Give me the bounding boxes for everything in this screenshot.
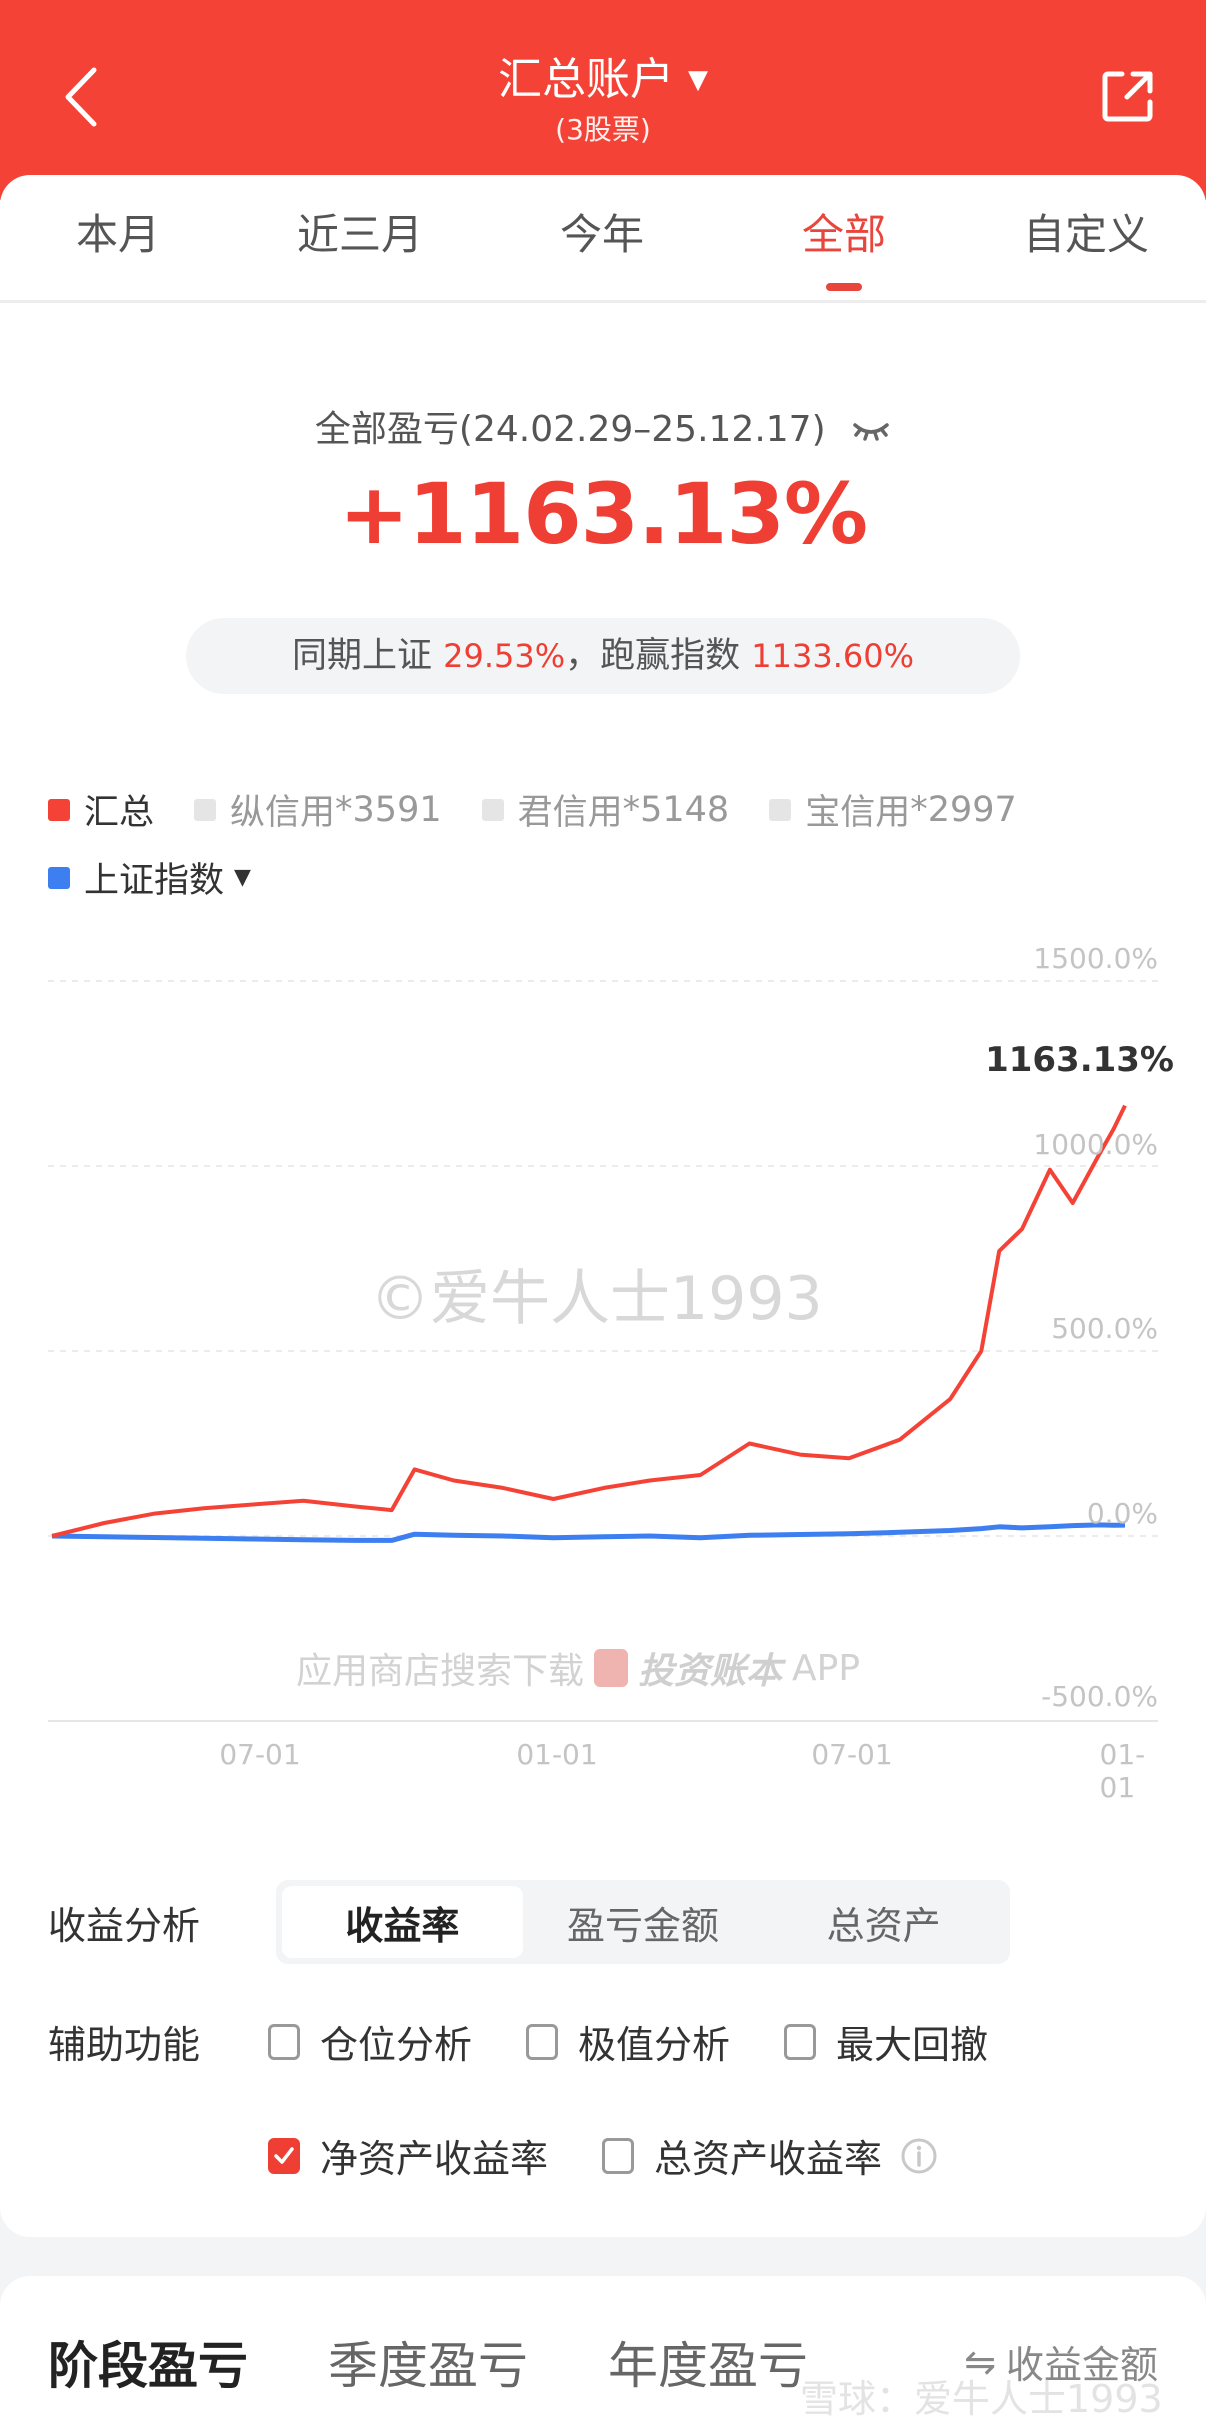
checkbox-label: 净资产收益率 xyxy=(320,2137,549,2181)
tab-quarterly-pnl[interactable]: 季度盈亏 xyxy=(328,2337,528,2395)
checkbox-icon xyxy=(268,2023,300,2060)
tab-yearly-pnl[interactable]: 年度盈亏 xyxy=(608,2337,808,2395)
watermark-text: 雪球：爱牛人士1993 xyxy=(800,2377,1163,2421)
legend-label: 纵信用 xyxy=(230,793,336,833)
seg-return-rate[interactable]: 收益率 xyxy=(282,1886,523,1958)
chart-legend: 汇总 纵信用 *3591 君信用 *5148 宝信用 *2997 xyxy=(48,784,1057,835)
compare-mid: ，跑赢指数 xyxy=(565,636,752,676)
legend-swatch xyxy=(769,798,792,821)
account-title: 汇总账户 xyxy=(498,54,674,105)
legend-swatch xyxy=(481,798,504,821)
legend-label: 君信用 xyxy=(517,793,623,833)
checkbox-total-asset-return[interactable]: 总资产收益率 xyxy=(602,2128,882,2183)
checkbox-max-drawdown[interactable]: 最大回撤 xyxy=(784,2014,988,2069)
checkbox-net-asset-return[interactable]: 净资产收益率 xyxy=(268,2128,548,2183)
analysis-label: 收益分析 xyxy=(48,1903,201,1948)
share-button[interactable] xyxy=(1100,68,1156,124)
caret-down-icon: ▼ xyxy=(234,865,251,890)
app-header: 汇总账户 ▼ (3股票) xyxy=(0,0,1206,200)
aux-row-2: 净资产收益率 总资产收益率 xyxy=(268,2128,938,2183)
legend-item-benchmark[interactable]: 上证指数 ▼ xyxy=(48,852,251,903)
seg-pnl-amount[interactable]: 盈亏金额 xyxy=(567,1903,720,1948)
chevron-left-icon xyxy=(65,67,97,127)
compare-prefix: 同期上证 xyxy=(291,636,444,676)
checkbox-icon xyxy=(784,2023,817,2060)
legend-label: 宝信用 xyxy=(805,793,911,833)
legend-item-total[interactable]: 汇总 xyxy=(48,784,154,835)
legend-label: 上证指数 xyxy=(84,861,225,901)
legend-item-account-3591[interactable]: 纵信用 *3591 xyxy=(194,784,442,835)
account-selector[interactable]: 汇总账户 ▼ xyxy=(498,50,708,110)
legend-swatch xyxy=(48,866,70,889)
seg-total-assets[interactable]: 总资产 xyxy=(826,1903,941,1948)
legend-label: 汇总 xyxy=(84,793,155,833)
checkbox-position-analysis[interactable]: 仓位分析 xyxy=(268,2014,472,2069)
checkbox-checked-icon xyxy=(268,2137,300,2174)
checkbox-icon xyxy=(602,2137,635,2174)
excess-return: 1133.60% xyxy=(751,637,915,675)
period-tabs: 阶段盈亏 季度盈亏 年度盈亏 xyxy=(48,2326,888,2398)
tab-stage-pnl[interactable]: 阶段盈亏 xyxy=(48,2337,248,2395)
tab-all[interactable]: 全部 xyxy=(801,210,887,259)
total-return: +1163.13% xyxy=(338,465,868,563)
index-return: 29.53% xyxy=(443,637,566,675)
analysis-segmented-control: 收益率 盈亏金额 总资产 xyxy=(276,1880,1010,1964)
tab-last-three-months[interactable]: 近三月 xyxy=(296,210,424,259)
xueqiu-watermark: 雪球：爱牛人士1993 xyxy=(800,2368,1163,2423)
tab-this-year[interactable]: 今年 xyxy=(559,210,645,259)
checkbox-icon xyxy=(526,2023,559,2060)
active-tab-indicator xyxy=(826,283,862,291)
legend-suffix: *5148 xyxy=(622,789,730,830)
caret-down-icon: ▼ xyxy=(688,65,708,95)
checkbox-label: 仓位分析 xyxy=(320,2023,473,2067)
eye-closed-icon[interactable] xyxy=(851,411,891,452)
share-external-icon xyxy=(1102,71,1153,122)
period-pnl-card: 阶段盈亏 季度盈亏 年度盈亏 ⇋ 收益金额 xyxy=(0,2276,1206,2428)
index-compare-pill: 同期上证 29.53%，跑赢指数 1133.60% xyxy=(186,618,1020,694)
checkbox-label: 总资产收益率 xyxy=(654,2137,883,2181)
legend-swatch xyxy=(48,798,70,821)
checkbox-label: 最大回撤 xyxy=(836,2023,989,2067)
back-button[interactable] xyxy=(58,62,108,132)
summary-label-row: 全部盈亏(24.02.29–25.12.17) xyxy=(0,400,1206,452)
checkbox-label: 极值分析 xyxy=(578,2023,731,2067)
checkbox-extreme-analysis[interactable]: 极值分析 xyxy=(526,2014,730,2069)
swap-icon: ⇋ xyxy=(964,2339,996,2384)
aux-row: 辅助功能 仓位分析 极值分析 最大回撤 xyxy=(48,2014,1042,2069)
tab-custom[interactable]: 自定义 xyxy=(1022,210,1150,259)
chart-legend-row2: 上证指数 ▼ xyxy=(48,852,291,903)
tab-this-month[interactable]: 本月 xyxy=(75,210,161,259)
range-tabs: 本月 近三月 今年 全部 自定义 xyxy=(0,175,1206,303)
legend-item-account-5148[interactable]: 君信用 *5148 xyxy=(481,784,730,835)
info-icon[interactable] xyxy=(900,2137,938,2175)
legend-suffix: *3591 xyxy=(335,789,442,830)
summary-label: 全部盈亏(24.02.29–25.12.17) xyxy=(314,409,826,450)
account-subtitle: (3股票) xyxy=(555,113,651,146)
analysis-row: 收益分析 收益率 盈亏金额 总资产 xyxy=(48,1880,1010,1964)
legend-item-account-2997[interactable]: 宝信用 *2997 xyxy=(769,784,1017,835)
aux-label: 辅助功能 xyxy=(48,2023,201,2067)
switch-amount-label: 收益金额 xyxy=(1005,2343,1158,2387)
legend-swatch xyxy=(194,798,217,821)
switch-amount-button[interactable]: ⇋ 收益金额 xyxy=(964,2334,1158,2389)
legend-suffix: *2997 xyxy=(910,789,1017,830)
